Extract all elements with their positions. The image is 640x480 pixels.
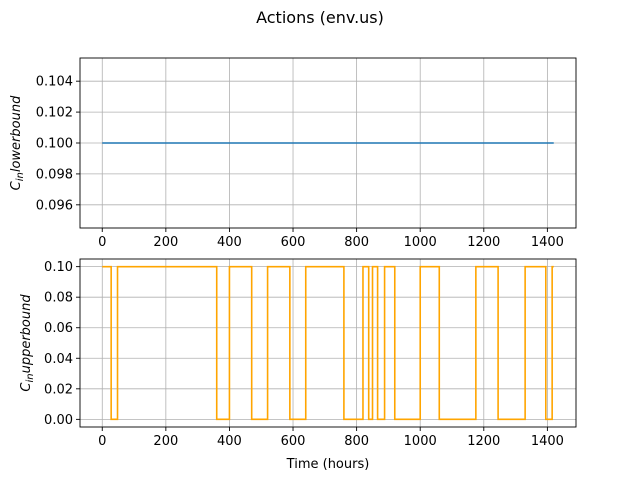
ytick-label: 0.104 (36, 75, 73, 90)
xtick-label: 1400 (531, 235, 564, 250)
ytick-label: 0.096 (36, 198, 73, 213)
y-axis-label: Cinupperbound (19, 294, 36, 392)
xtick-label: 0 (98, 235, 106, 250)
xtick-label: 600 (281, 235, 306, 250)
xtick-label: 1200 (467, 434, 500, 449)
ytick-label: 0.08 (44, 291, 73, 306)
figure-title: Actions (env.us) (256, 8, 384, 27)
xtick-label: 1400 (531, 434, 564, 449)
x-axis-label: Time (hours) (286, 457, 370, 472)
ytick-label: 0.04 (44, 352, 73, 367)
axes-frame (79, 258, 577, 428)
ytick-label: 0.00 (44, 413, 73, 428)
xtick-label: 600 (281, 434, 306, 449)
xtick-label: 1200 (467, 235, 500, 250)
xtick-label: 800 (344, 434, 369, 449)
ytick-label: 0.100 (36, 137, 73, 152)
xtick-label: 400 (217, 434, 242, 449)
xtick-label: 1000 (404, 434, 437, 449)
xtick-label: 200 (153, 434, 178, 449)
xtick-label: 1000 (404, 235, 437, 250)
xtick-label: 400 (217, 235, 242, 250)
series-line (102, 265, 554, 421)
ytick-label: 0.10 (44, 260, 73, 275)
y-axis-label: Cinlowerbound (9, 95, 26, 190)
xtick-label: 0 (98, 434, 106, 449)
ytick-label: 0.098 (36, 167, 73, 182)
ytick-label: 0.02 (44, 382, 73, 397)
ytick-label: 0.06 (44, 321, 73, 336)
subplot-upperbound: 0 200 400 600 800 1000 1200 1400 0.00 0.02 0.04 0.0… (19, 258, 577, 472)
ytick-label: 0.102 (36, 106, 73, 121)
xtick-label: 200 (153, 235, 178, 250)
subplot-lowerbound: 0 200 400 600 800 1000 1200 1400 0.096 0.098 0.100… (9, 57, 577, 250)
xtick-label: 800 (344, 235, 369, 250)
